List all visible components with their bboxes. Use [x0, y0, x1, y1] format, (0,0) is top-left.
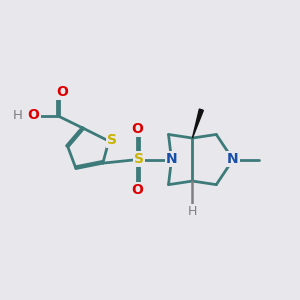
Text: H: H: [188, 205, 197, 218]
Text: N: N: [166, 152, 177, 166]
Text: S: S: [107, 133, 117, 147]
Text: N: N: [227, 152, 239, 166]
Text: H: H: [13, 109, 22, 122]
Text: O: O: [28, 108, 40, 122]
Text: O: O: [131, 122, 143, 136]
Text: S: S: [134, 152, 144, 166]
Text: O: O: [56, 85, 68, 99]
Polygon shape: [192, 109, 203, 138]
Text: O: O: [131, 183, 143, 197]
